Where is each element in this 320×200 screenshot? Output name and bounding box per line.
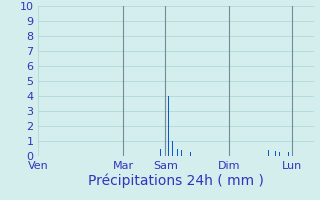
Bar — [190, 152, 191, 156]
Bar — [275, 151, 276, 156]
Bar — [172, 141, 173, 156]
Bar — [279, 152, 280, 156]
Bar — [160, 148, 161, 156]
Bar — [168, 96, 169, 156]
Bar — [288, 152, 289, 156]
X-axis label: Précipitations 24h ( mm ): Précipitations 24h ( mm ) — [88, 174, 264, 188]
Bar — [181, 150, 182, 156]
Bar — [187, 152, 188, 156]
Bar — [177, 148, 178, 156]
